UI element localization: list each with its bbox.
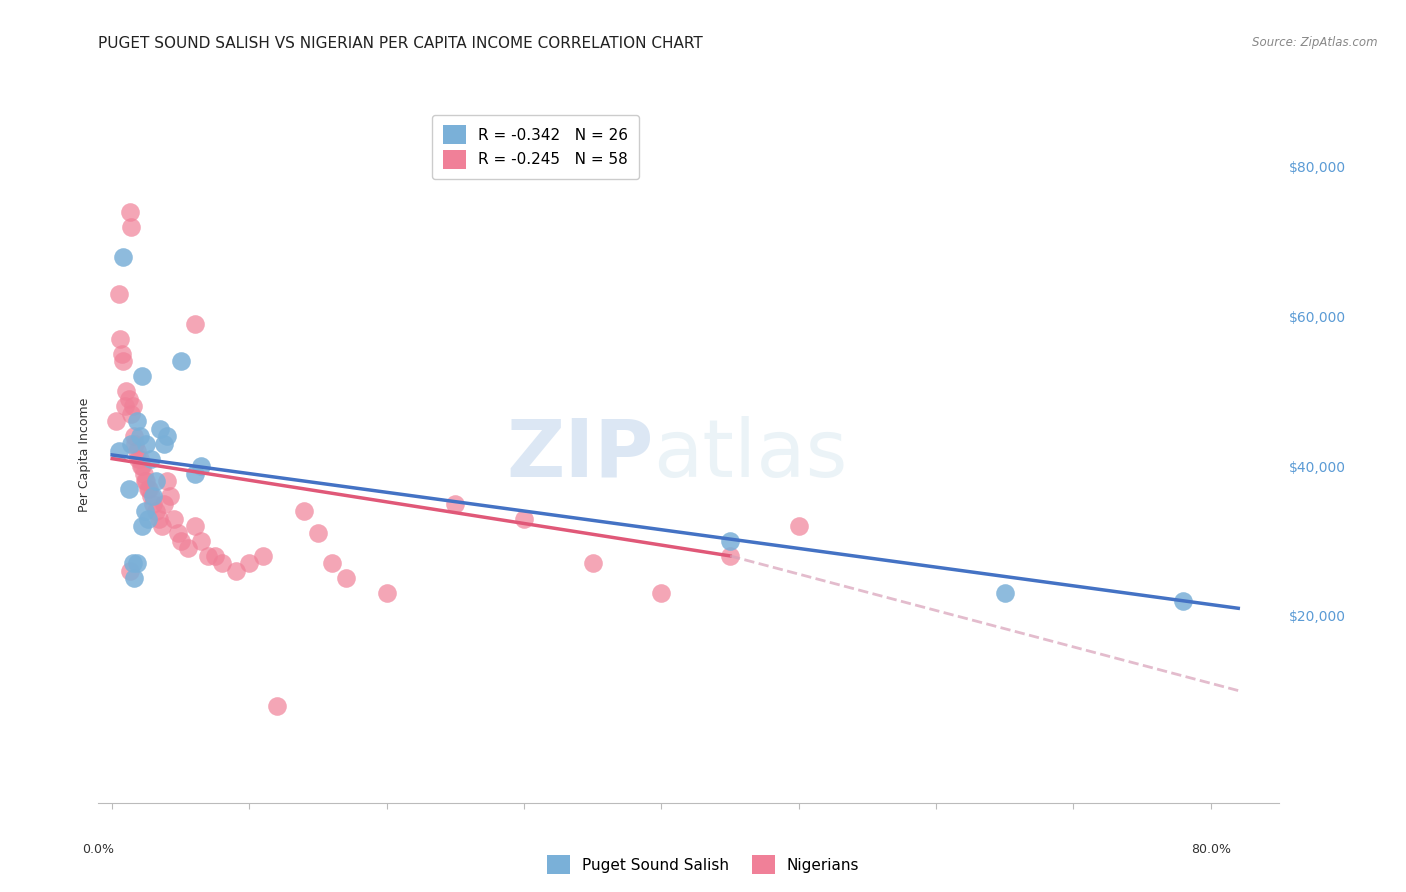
Point <box>150 519 173 533</box>
Point <box>121 399 143 413</box>
Point <box>167 526 190 541</box>
Point <box>125 414 148 428</box>
Legend: R = -0.342   N = 26, R = -0.245   N = 58: R = -0.342 N = 26, R = -0.245 N = 58 <box>432 115 638 179</box>
Point <box>148 511 170 525</box>
Point <box>135 474 157 488</box>
Point <box>118 564 141 578</box>
Point <box>238 557 260 571</box>
Point <box>204 549 226 563</box>
Point <box>120 219 142 234</box>
Point <box>375 586 398 600</box>
Point <box>112 250 135 264</box>
Point <box>170 354 193 368</box>
Point <box>225 564 247 578</box>
Point <box>190 459 212 474</box>
Text: PUGET SOUND SALISH VS NIGERIAN PER CAPITA INCOME CORRELATION CHART: PUGET SOUND SALISH VS NIGERIAN PER CAPIT… <box>98 36 703 51</box>
Point <box>105 414 128 428</box>
Text: atlas: atlas <box>654 416 848 494</box>
Point <box>994 586 1017 600</box>
Point <box>124 436 146 450</box>
Point <box>117 392 139 406</box>
Point <box>120 436 142 450</box>
Point <box>134 504 156 518</box>
Point <box>159 489 181 503</box>
Point <box>115 384 138 399</box>
Point <box>139 489 162 503</box>
Text: 0.0%: 0.0% <box>83 843 114 856</box>
Point <box>131 369 153 384</box>
Point <box>153 497 176 511</box>
Y-axis label: Per Capita Income: Per Capita Income <box>79 398 91 512</box>
Point <box>145 504 167 518</box>
Point <box>266 698 288 713</box>
Point <box>121 557 143 571</box>
Point <box>650 586 672 600</box>
Point <box>513 511 536 525</box>
Point <box>176 541 198 556</box>
Point <box>108 444 131 458</box>
Point <box>129 459 152 474</box>
Point <box>183 519 205 533</box>
Point <box>139 451 162 466</box>
Point <box>117 482 139 496</box>
Point <box>444 497 467 511</box>
Point <box>118 204 141 219</box>
Point <box>149 422 172 436</box>
Point <box>125 444 148 458</box>
Point <box>307 526 329 541</box>
Point <box>122 429 145 443</box>
Point <box>787 519 810 533</box>
Point <box>153 436 176 450</box>
Text: ZIP: ZIP <box>506 416 654 494</box>
Point <box>142 497 165 511</box>
Point <box>122 571 145 585</box>
Point <box>145 474 167 488</box>
Point <box>136 511 159 525</box>
Point <box>110 332 132 346</box>
Point <box>252 549 274 563</box>
Point <box>321 557 343 571</box>
Point <box>190 533 212 548</box>
Point <box>1173 594 1195 608</box>
Point <box>120 407 142 421</box>
Point <box>582 557 605 571</box>
Point <box>170 533 193 548</box>
Point <box>131 459 153 474</box>
Point <box>127 451 149 466</box>
Text: 80.0%: 80.0% <box>1191 843 1230 856</box>
Point <box>163 511 186 525</box>
Point <box>211 557 233 571</box>
Point <box>335 571 357 585</box>
Point <box>111 347 134 361</box>
Point <box>183 467 205 481</box>
Point <box>136 482 159 496</box>
Point <box>156 474 179 488</box>
Point <box>134 474 156 488</box>
Point <box>131 519 153 533</box>
Point <box>718 549 741 563</box>
Point <box>156 429 179 443</box>
Point <box>108 287 131 301</box>
Point <box>138 482 160 496</box>
Point <box>112 354 135 368</box>
Point <box>128 429 150 443</box>
Point <box>183 317 205 331</box>
Point <box>142 489 165 503</box>
Legend: Puget Sound Salish, Nigerians: Puget Sound Salish, Nigerians <box>540 849 866 880</box>
Point <box>135 436 157 450</box>
Point <box>128 451 150 466</box>
Point <box>132 467 155 481</box>
Text: Source: ZipAtlas.com: Source: ZipAtlas.com <box>1253 36 1378 49</box>
Point <box>197 549 219 563</box>
Point <box>718 533 741 548</box>
Point <box>294 504 316 518</box>
Point <box>114 399 136 413</box>
Point <box>125 557 148 571</box>
